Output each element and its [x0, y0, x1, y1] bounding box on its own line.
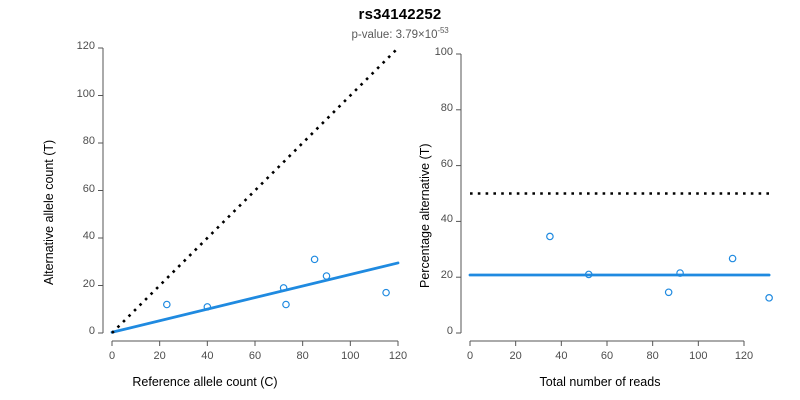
y-tick-label: 0 [88, 325, 95, 337]
left-x-axis-title: Reference allele count (C) [132, 375, 278, 389]
right-y-axis-title: Percentage alternative (T) [418, 143, 432, 288]
pvalue-text: p-value: 3.79×10 [351, 28, 438, 41]
reference-line [111, 47, 399, 334]
x-tick-label: 60 [600, 350, 614, 362]
x-tick-label: 40 [555, 350, 568, 362]
data-point [282, 300, 290, 309]
x-tick-label: 40 [201, 350, 214, 362]
figure-title: rs34142252 [358, 6, 442, 23]
data-point [382, 288, 390, 297]
y-tick-label: 100 [434, 46, 453, 58]
left-plot-canvas [98, 47, 400, 346]
data-point [310, 255, 319, 264]
data-point [546, 232, 554, 241]
data-point [203, 303, 212, 311]
left-plot-panel: Alternative allele count (T) Reference a… [42, 40, 407, 389]
figure-subtitle: p-value: 3.79×10-53 [0, 26, 800, 41]
x-tick-label: 80 [296, 350, 309, 362]
y-tick-label: 100 [76, 87, 95, 100]
y-tick-label: 20 [82, 277, 95, 290]
y-tick-label: 40 [440, 213, 453, 226]
y-tick-label: 0 [446, 325, 453, 337]
x-tick-label: 120 [734, 350, 754, 362]
y-tick-label: 60 [440, 157, 453, 170]
right-plot-canvas [456, 53, 773, 346]
x-tick-label: 0 [108, 350, 116, 362]
x-tick-label: 100 [341, 350, 360, 362]
x-tick-label: 60 [248, 350, 262, 362]
data-point [728, 254, 737, 263]
x-tick-label: 80 [646, 350, 659, 362]
data-point [664, 288, 673, 297]
x-tick-label: 0 [466, 350, 474, 362]
y-tick-label: 60 [82, 182, 95, 195]
x-tick-label: 120 [388, 350, 408, 362]
data-point [676, 269, 684, 277]
x-tick-label: 100 [689, 350, 708, 362]
x-tick-label: 20 [153, 350, 166, 362]
right-x-axis-title: Total number of reads [539, 375, 661, 389]
data-point [279, 284, 288, 292]
plot-area [98, 47, 400, 346]
right-plot-panel: Total number of reads 0 20 40 60 80 100 0 20 40 6… [400, 0, 800, 400]
pvalue-exponent: -53 [437, 26, 449, 35]
x-tick-label: 20 [509, 350, 522, 362]
y-tick-label: 80 [440, 101, 453, 114]
plot-area [456, 53, 773, 346]
data-point [584, 270, 593, 279]
y-tick-label: 120 [76, 40, 95, 52]
data-point [322, 272, 331, 280]
data-point [765, 294, 773, 302]
y-tick-label: 40 [82, 230, 95, 242]
y-tick-label: 80 [82, 135, 95, 147]
data-point [163, 300, 171, 309]
left-y-axis-title: Alternative allele count (T) [42, 139, 56, 285]
regression-line [110, 261, 400, 334]
y-tick-label: 20 [440, 269, 453, 282]
